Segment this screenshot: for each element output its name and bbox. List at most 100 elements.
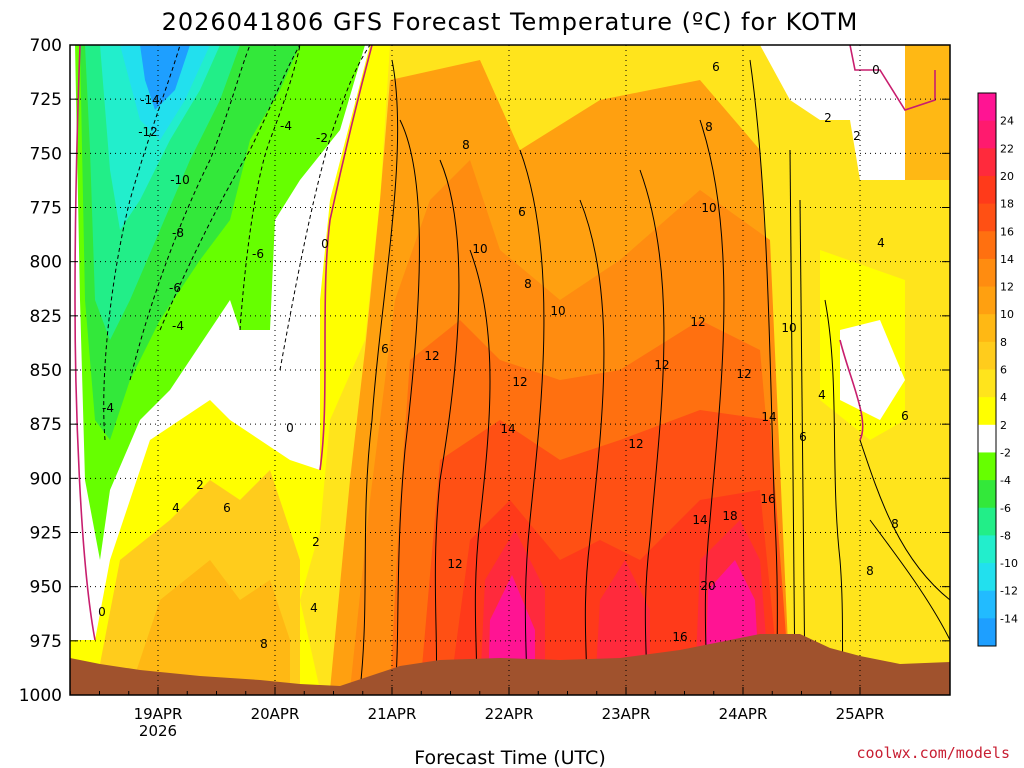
x-tick-label: 21APR <box>368 705 417 723</box>
colorbar-frame <box>977 92 997 647</box>
chart-title: 2026041806 GFS Forecast Temperature (ºC)… <box>162 8 859 36</box>
contour-label: 2 <box>853 129 861 143</box>
gridlines <box>70 45 950 695</box>
colorbar-segment <box>978 618 996 647</box>
contour-label: 0 <box>286 421 294 435</box>
contour-label: 12 <box>424 349 439 363</box>
colorbar-label: 18 <box>1000 198 1014 211</box>
x-tick-label: 19APR <box>134 705 183 723</box>
contour-label: 12 <box>512 375 527 389</box>
contour-label: 6 <box>712 60 720 74</box>
colorbar-segment <box>978 175 996 205</box>
contour-label: 6 <box>223 501 231 515</box>
contour-label: -4 <box>102 401 114 415</box>
x-tick-label: 24APR <box>719 705 768 723</box>
x-tick-label: 22APR <box>485 705 534 723</box>
contour-label: -6 <box>169 281 181 295</box>
colorbar-label: 22 <box>1000 142 1014 155</box>
colorbar-segment <box>978 203 996 232</box>
contour-label: 8 <box>462 138 470 152</box>
contour-label: 6 <box>381 342 389 356</box>
colorbar-label: -14 <box>1000 612 1018 625</box>
contour-label: 6 <box>799 430 807 444</box>
contour-label: 16 <box>760 492 775 506</box>
colorbar-label: 6 <box>1000 364 1007 377</box>
colorbar-segment <box>978 341 996 370</box>
colorbar-segment <box>978 535 996 564</box>
colorbar-label: 8 <box>1000 336 1007 349</box>
x-axis-year: 2026 <box>139 722 177 740</box>
y-tick-label: 975 <box>30 632 62 652</box>
x-axis-label: Forecast Time (UTC) <box>414 747 605 768</box>
colorbar-label: 10 <box>1000 308 1014 321</box>
y-tick-label: 925 <box>30 524 62 544</box>
colorbar-label: -4 <box>1000 474 1011 487</box>
contour-label: 16 <box>672 630 687 644</box>
colorbar-label: 16 <box>1000 225 1014 238</box>
contour-label: 4 <box>310 601 318 615</box>
colorbar-label: -10 <box>1000 557 1018 570</box>
contour-label: 4 <box>818 388 826 402</box>
x-tick-label: 25APR <box>836 705 885 723</box>
contour-label: 8 <box>891 517 899 531</box>
contour-label: -4 <box>172 319 184 333</box>
contour-label: 2 <box>824 111 832 125</box>
y-tick-label: 1000 <box>19 686 62 706</box>
colorbar-label: -8 <box>1000 529 1011 542</box>
contour-label: -4 <box>280 119 292 133</box>
contour-label: 8 <box>524 277 532 291</box>
contour-label: 4 <box>877 236 885 250</box>
colorbar-segment <box>978 258 996 288</box>
y-tick-label: 900 <box>30 469 62 489</box>
contour-label: 18 <box>722 509 737 523</box>
credit-link[interactable]: coolwx.com/models <box>856 744 1010 762</box>
contour-label: 10 <box>472 242 487 256</box>
colorbar-segment <box>978 369 996 398</box>
colorbar: 24 22 20 18 16 14 12 10 8 6 4 2 -2 -4 -6 -8 -10 -12 -14 <box>977 92 1018 647</box>
contour-label: -8 <box>172 226 184 240</box>
contour-label: 0 <box>872 63 880 77</box>
contour-label: 14 <box>500 422 515 436</box>
colorbar-label: 14 <box>1000 253 1014 266</box>
colorbar-segment <box>978 397 996 426</box>
x-tick-label: 20APR <box>251 705 300 723</box>
contour-label: 12 <box>628 437 643 451</box>
contour-label: 10 <box>701 201 716 215</box>
contour-label: -10 <box>170 173 190 187</box>
contour-label: 10 <box>550 304 565 318</box>
y-tick-label: 775 <box>30 199 62 219</box>
colorbar-label: -12 <box>1000 585 1018 598</box>
y-tick-label: 875 <box>30 415 62 435</box>
colorbar-label: 12 <box>1000 281 1014 294</box>
colorbar-label: 20 <box>1000 170 1014 183</box>
y-tick-label: 725 <box>30 90 62 110</box>
colorbar-label: -2 <box>1000 446 1011 459</box>
contour-label: 12 <box>690 315 705 329</box>
contour-label: 14 <box>692 513 707 527</box>
contour-label: 20 <box>700 579 715 593</box>
colorbar-segment <box>978 286 996 315</box>
x-tick-label: 23APR <box>602 705 651 723</box>
colorbar-segment <box>978 480 996 509</box>
y-tick-label: 700 <box>30 36 62 56</box>
contour-label: -14 <box>140 93 160 107</box>
contour-label: 8 <box>705 120 713 134</box>
contour-label: 2 <box>196 478 204 492</box>
contour-label: 8 <box>866 564 874 578</box>
colorbar-label: 4 <box>1000 391 1007 404</box>
contour-label: -2 <box>316 131 328 145</box>
colorbar-segment <box>978 563 996 592</box>
contour-label: 2 <box>312 535 320 549</box>
contour-label: 14 <box>761 410 776 424</box>
y-tick-label: 825 <box>30 307 62 327</box>
negative-contours <box>103 45 371 441</box>
y-tick-label: 800 <box>30 253 62 273</box>
colorbar-segment <box>978 507 996 536</box>
colorbar-segment <box>978 120 996 149</box>
y-tick-label: 750 <box>30 144 62 164</box>
contour-label: 0 <box>321 237 329 251</box>
contour-label: 10 <box>781 321 796 335</box>
contour-label: 12 <box>447 557 462 571</box>
